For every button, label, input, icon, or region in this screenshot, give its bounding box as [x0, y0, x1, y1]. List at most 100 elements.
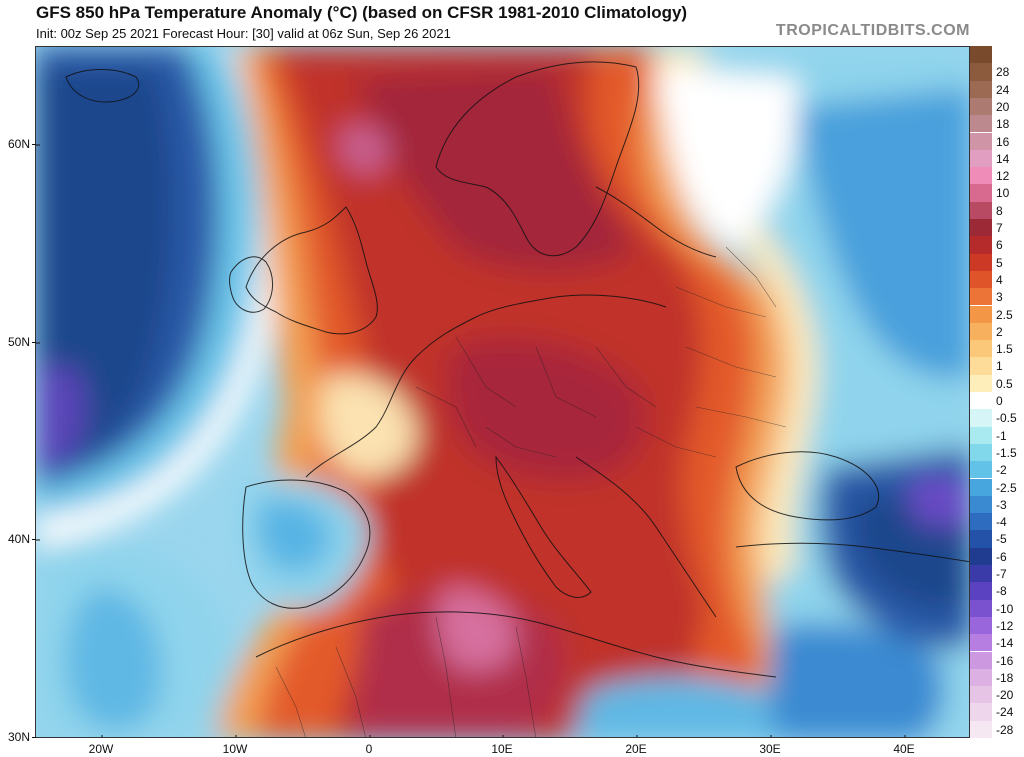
colorbar-swatch: [970, 132, 992, 150]
coast-iberia: [242, 479, 371, 609]
map-title: GFS 850 hPa Temperature Anomaly (°C) (ba…: [36, 3, 688, 22]
colorbar-label: -1: [996, 428, 1007, 443]
colorbar-level: 3: [970, 288, 1024, 306]
colorbar-level: 14: [970, 149, 1024, 168]
colorbar-label: 24: [996, 82, 1010, 97]
colorbar-level: -1.5: [970, 443, 1024, 462]
coast-iceland: [65, 69, 139, 103]
colorbar-level: -28: [970, 720, 1024, 738]
colorbar-label: -0.5: [996, 411, 1017, 426]
lon-label-40e: 40E: [893, 742, 915, 756]
lon-label-30e: 30E: [759, 742, 781, 756]
colorbar-swatch: [970, 149, 992, 168]
colorbar-label: 0: [996, 394, 1003, 408]
colorbar-level: 28: [970, 63, 1024, 81]
border-lines-east: [675, 246, 787, 428]
colorbar-swatch: [970, 63, 992, 81]
colorbar-label: -2.5: [996, 480, 1017, 495]
colorbar-level: -2: [970, 461, 1024, 479]
colorbar-swatch: [970, 443, 992, 462]
colorbar-label: -2: [996, 463, 1007, 478]
colorbar-swatch: [970, 219, 992, 237]
colorbar-level: 5: [970, 253, 1024, 271]
egypt-cool: [576, 676, 796, 737]
colorbar-swatch: [970, 270, 992, 289]
colorbar-level: 0: [970, 392, 1024, 410]
colorbar-level: -24: [970, 703, 1024, 721]
southwest-cool-2: [65, 587, 163, 731]
colorbar-level: 2.5: [970, 305, 1024, 323]
colorbar-level: -2.5: [970, 478, 1024, 496]
atlantic-neutral-band: [36, 47, 284, 547]
colorbar-level: -0.5: [970, 409, 1024, 427]
lon-label-0: 0: [365, 742, 373, 756]
colorbar-swatch: [970, 651, 992, 669]
colorbar-label: -24: [996, 705, 1014, 720]
colorbar-label: -6: [996, 549, 1007, 564]
coast-baltic: [595, 186, 717, 258]
map-subtitle: Init: 00z Sep 25 2021 Forecast Hour: [30…: [36, 26, 451, 41]
lat-label-40n: 40N: [0, 532, 36, 546]
lon-label-20e: 20E: [625, 742, 647, 756]
colorbar-label: 28: [996, 65, 1010, 80]
colorbar: 28 24 20 18 16 14 12 10 8 7 6 5 4 3 2.5 2 1.5 1 0.5 0 -0.5 -1…: [970, 46, 1024, 738]
coast-scandinavia: [435, 61, 640, 257]
lat-label-30n: 30N: [0, 730, 36, 744]
colorbar-label: 3: [996, 290, 1003, 305]
lat-label-50n: 50N: [0, 335, 36, 349]
colorbar-swatch: [970, 184, 992, 202]
colorbar-swatch: [970, 201, 992, 219]
colorbar-level: -7: [970, 565, 1024, 583]
coast-north-africa: [255, 611, 777, 678]
lon-label-10w: 10W: [222, 742, 248, 756]
coast-italy: [495, 455, 592, 598]
colorbar-level: 20: [970, 97, 1024, 116]
border-lines-africa: [275, 616, 536, 737]
colorbar-level: 2: [970, 322, 1024, 341]
colorbar-level: -5: [970, 530, 1024, 548]
colorbar-label: -3: [996, 497, 1007, 512]
colorbar-label: -8: [996, 584, 1007, 599]
colorbar-swatch: [970, 409, 992, 427]
east-med-blue: [768, 623, 945, 737]
colorbar-label: 8: [996, 203, 1003, 218]
colorbar-swatch: [970, 392, 992, 410]
colorbar-swatch: [970, 426, 992, 444]
colorbar-level: 12: [970, 167, 1024, 185]
atlantic-purple: [36, 367, 87, 467]
colorbar-swatch: [970, 97, 992, 116]
colorbar-swatch: [970, 599, 992, 617]
colorbar-label: 12: [996, 169, 1010, 184]
colorbar-label: -10: [996, 601, 1014, 616]
colorbar-swatch: [970, 668, 992, 687]
colorbar-level: 4: [970, 270, 1024, 289]
coast-western-europe: [305, 294, 667, 478]
colorbar-swatch: [970, 513, 992, 531]
colorbar-level: 7: [970, 219, 1024, 237]
colorbar-level: -18: [970, 668, 1024, 687]
lon-label-20w: 20W: [88, 742, 114, 756]
colorbar-label: 2: [996, 324, 1003, 339]
colorbar-swatch: [970, 374, 992, 392]
russia-cold: [796, 87, 969, 379]
colorbar-swatch: [970, 253, 992, 271]
coast-turkey: [735, 542, 969, 563]
colorbar-level: -1: [970, 426, 1024, 444]
colorbar-level: -3: [970, 495, 1024, 514]
colorbar-label: 20: [996, 99, 1010, 114]
colorbar-swatch: [970, 461, 992, 479]
colorbar-swatch: [970, 305, 992, 323]
colorbar-level: 8: [970, 201, 1024, 219]
colorbar-level: 0.5: [970, 374, 1024, 392]
colorbar-swatch: [970, 703, 992, 721]
colorbar-level: -14: [970, 634, 1024, 652]
colorbar-swatch: [970, 720, 992, 738]
colorbar-swatch: [970, 322, 992, 341]
colorbar-swatch: [970, 495, 992, 514]
coast-balkans: [575, 456, 717, 618]
iberia-cool-core: [256, 498, 332, 573]
anomaly-map[interactable]: [35, 46, 970, 738]
caspian-purple: [909, 475, 969, 527]
colorbar-label: -20: [996, 688, 1014, 703]
colorbar-swatch: [970, 686, 992, 704]
